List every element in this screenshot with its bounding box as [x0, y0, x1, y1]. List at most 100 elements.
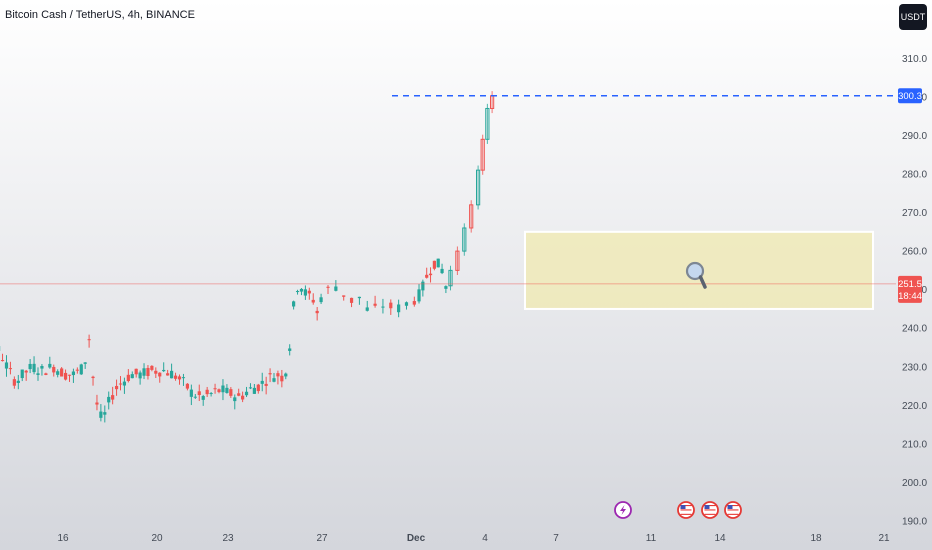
candle: [71, 368, 76, 383]
candle: [256, 383, 260, 394]
projected-candle: [485, 103, 490, 144]
us-flag-event-icon[interactable]: [677, 501, 695, 519]
projected-candle-body: [448, 269, 453, 287]
target-price-tag: 300.3: [898, 88, 922, 104]
magnifier-icon[interactable]: [685, 261, 707, 289]
candle-body: [342, 295, 346, 297]
candle: [177, 374, 182, 385]
candle-body: [67, 374, 72, 376]
candle-body: [404, 302, 409, 306]
x-date-label: 21: [878, 533, 890, 544]
current-price-tag: 251.518:44: [898, 275, 922, 303]
current-price-tag-bg: [898, 275, 922, 303]
candle: [440, 263, 444, 275]
candle: [404, 301, 409, 310]
candle-body: [48, 363, 52, 368]
candle-body: [315, 310, 319, 314]
candle-body: [83, 362, 87, 364]
candle-body: [248, 387, 253, 389]
candle-body: [303, 289, 307, 296]
candle: [173, 372, 178, 381]
flag-stripe: [680, 511, 692, 513]
candle: [99, 404, 103, 422]
candle-body: [307, 290, 311, 294]
candle-body: [56, 371, 60, 375]
candle: [4, 355, 9, 377]
candle: [122, 377, 127, 394]
candle: [107, 391, 111, 410]
y-tick-label: 190.0: [902, 516, 927, 527]
candle: [20, 369, 24, 382]
candle: [56, 369, 60, 378]
candle: [412, 296, 416, 307]
flag-stripe: [727, 509, 739, 511]
us-flag-event-icon[interactable]: [724, 501, 742, 519]
candle-body: [118, 383, 123, 385]
candle: [36, 367, 40, 381]
candle-body: [311, 299, 315, 303]
x-date-label: 14: [714, 533, 726, 544]
flag-stripe: [704, 505, 716, 507]
candle-body: [32, 363, 36, 373]
candle: [28, 358, 32, 374]
candle: [221, 379, 225, 401]
candle: [130, 371, 134, 379]
us-flag-event-icon[interactable]: [701, 501, 719, 519]
flag-stripe: [727, 507, 739, 509]
candle-body: [193, 396, 197, 398]
candle-body: [138, 372, 142, 379]
candle-body: [44, 373, 48, 375]
candle-body: [185, 383, 190, 389]
x-date-label: Dec: [407, 533, 426, 544]
candle: [8, 361, 13, 375]
x-date-label: 23: [222, 533, 234, 544]
flag-stripe: [680, 513, 692, 515]
candle-body: [197, 391, 201, 396]
y-tick-label: 280.0: [902, 170, 927, 181]
lightning-event-icon[interactable]: [614, 501, 632, 519]
candle-body: [381, 306, 385, 308]
candle: [276, 370, 280, 385]
x-date-label: 7: [553, 533, 559, 544]
candle-body: [256, 384, 260, 392]
candle-body: [166, 373, 170, 376]
candle-body: [213, 388, 217, 390]
candle-body: [209, 393, 213, 395]
y-tick-label: 210.0: [902, 439, 927, 450]
lightning-bolt: [620, 505, 626, 515]
projected-candle: [455, 246, 460, 276]
y-tick-label: 260.0: [902, 247, 927, 258]
currency-button[interactable]: USDT: [899, 4, 927, 30]
candle-body: [28, 363, 32, 370]
candle: [288, 344, 292, 356]
candle-body: [264, 383, 268, 386]
candle: [217, 388, 221, 394]
candle-body: [87, 339, 91, 341]
y-tick-label: 290.0: [902, 131, 927, 142]
candle-body: [20, 369, 24, 379]
y-tick-label: 200.0: [902, 478, 927, 489]
candle-body: [334, 286, 338, 291]
candle: [428, 267, 433, 283]
target-price-tag-bg: [898, 88, 922, 104]
candle-body: [71, 371, 76, 376]
candle: [40, 364, 44, 376]
countdown-label: 18:44: [898, 291, 922, 302]
flag-stripe: [680, 509, 692, 511]
candle-body: [373, 303, 377, 306]
candle-body: [114, 385, 119, 390]
candle-body: [233, 397, 237, 402]
candle: [205, 386, 209, 397]
candle: [91, 375, 95, 386]
y-tick-label: 270.0: [902, 208, 927, 219]
candle-body: [107, 396, 111, 403]
candle: [229, 387, 233, 398]
candle-body: [241, 395, 245, 400]
candle-body: [268, 373, 272, 375]
candle: [12, 376, 16, 389]
candle-body: [280, 375, 284, 382]
candle: [209, 391, 213, 397]
candle: [284, 372, 288, 380]
